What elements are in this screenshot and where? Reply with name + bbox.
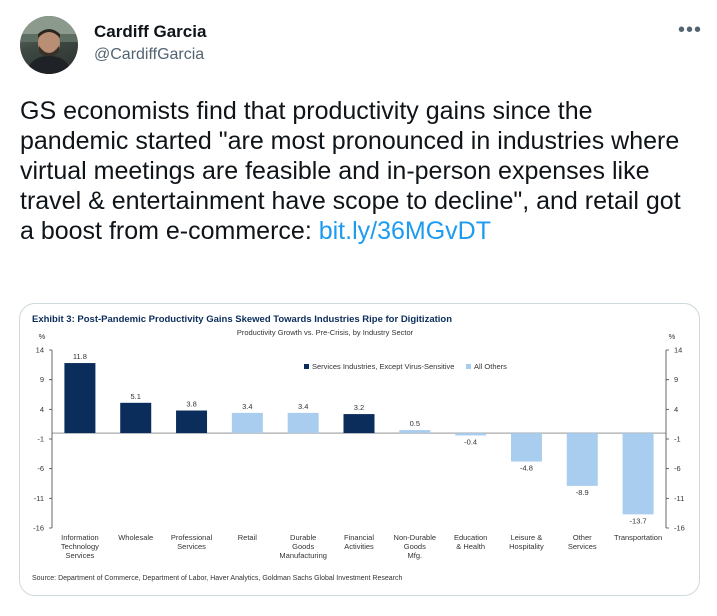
bar (510, 433, 542, 462)
category-label: Technology (61, 542, 99, 551)
right-tick-label: -1 (674, 435, 681, 444)
category-label: Education (454, 533, 487, 542)
category-label: Non-Durable (394, 533, 437, 542)
bar (455, 433, 487, 436)
category-label: Goods (292, 542, 314, 551)
left-tick-label: 4 (40, 405, 44, 414)
bar (622, 433, 654, 515)
category-label: & Health (456, 542, 485, 551)
productivity-chart: Exhibit 3: Post-Pandemic Productivity Ga… (32, 314, 685, 582)
bar-value-label: 3.8 (186, 400, 196, 409)
bar-value-label: -4.8 (520, 464, 533, 473)
author-name[interactable]: Cardiff Garcia (94, 22, 207, 41)
category-label: Durable (290, 533, 316, 542)
right-tick-label: -16 (674, 524, 685, 533)
bar (343, 414, 375, 434)
bar-value-label: 0.5 (410, 419, 420, 428)
chart-source: Source: Department of Commerce, Departme… (32, 575, 402, 582)
left-tick-label: -6 (37, 464, 44, 473)
bar (231, 412, 263, 434)
left-tick-label: 14 (36, 346, 44, 355)
right-tick-label: 4 (674, 405, 678, 414)
bar-value-label: -8.9 (576, 488, 589, 497)
left-tick-label: 9 (40, 375, 44, 384)
author-avatar[interactable] (20, 16, 78, 74)
category-label: Leisure & (511, 533, 543, 542)
category-label: Wholesale (118, 533, 153, 542)
bar-value-label: 3.2 (354, 403, 364, 412)
legend-label: All Others (474, 362, 507, 371)
more-dots-icon[interactable]: ••• (678, 19, 703, 41)
category-label: Other (573, 533, 592, 542)
category-label: Transportation (614, 533, 662, 542)
author-handle[interactable]: @CardiffGarcia (94, 46, 205, 63)
bar-value-label: 3.4 (242, 402, 252, 411)
category-label: Information (61, 533, 99, 542)
category-label: Services (66, 551, 95, 560)
legend-label: Services Industries, Except Virus-Sensit… (312, 362, 454, 371)
chart-subtitle: Productivity Growth vs. Pre-Crisis, by I… (237, 328, 414, 337)
bar-value-label: -13.7 (630, 516, 647, 525)
category-label: Manufacturing (279, 551, 327, 560)
category-label: Professional (171, 533, 213, 542)
category-label: Retail (238, 533, 258, 542)
legend-swatch (304, 364, 309, 369)
category-label: Goods (404, 542, 426, 551)
bar-value-label: 3.4 (298, 402, 308, 411)
category-label: Mfg. (408, 551, 423, 560)
tweet-body: GS economists find that productivity gai… (20, 97, 681, 245)
tweet-link[interactable]: bit.ly/36MGvDT (318, 217, 491, 245)
bar (287, 412, 319, 434)
tweet-text: GS economists find that productivity gai… (20, 96, 700, 246)
bar (399, 430, 431, 434)
category-label: Hospitality (509, 542, 544, 551)
category-label: Services (568, 542, 597, 551)
bar (120, 402, 152, 434)
category-label: Services (177, 542, 206, 551)
right-axis-unit: % (669, 332, 676, 341)
right-tick-label: -11 (674, 494, 684, 503)
legend-swatch (466, 364, 471, 369)
right-tick-label: 14 (674, 346, 682, 355)
chart-image-card[interactable]: Exhibit 3: Post-Pandemic Productivity Ga… (19, 303, 700, 596)
category-label: Activities (344, 542, 374, 551)
right-tick-label: 9 (674, 375, 678, 384)
left-tick-label: -1 (37, 435, 44, 444)
bar (64, 363, 96, 434)
bar-value-label: 5.1 (131, 392, 141, 401)
bar-value-label: 11.8 (73, 352, 87, 361)
category-label: Financial (344, 533, 374, 542)
bar (176, 410, 208, 434)
left-tick-label: -11 (34, 494, 44, 503)
left-tick-label: -16 (33, 524, 44, 533)
bar-value-label: -0.4 (464, 437, 477, 446)
bar (566, 433, 598, 486)
chart-title: Exhibit 3: Post-Pandemic Productivity Ga… (32, 314, 452, 325)
left-axis-unit: % (39, 332, 46, 341)
right-tick-label: -6 (674, 464, 681, 473)
